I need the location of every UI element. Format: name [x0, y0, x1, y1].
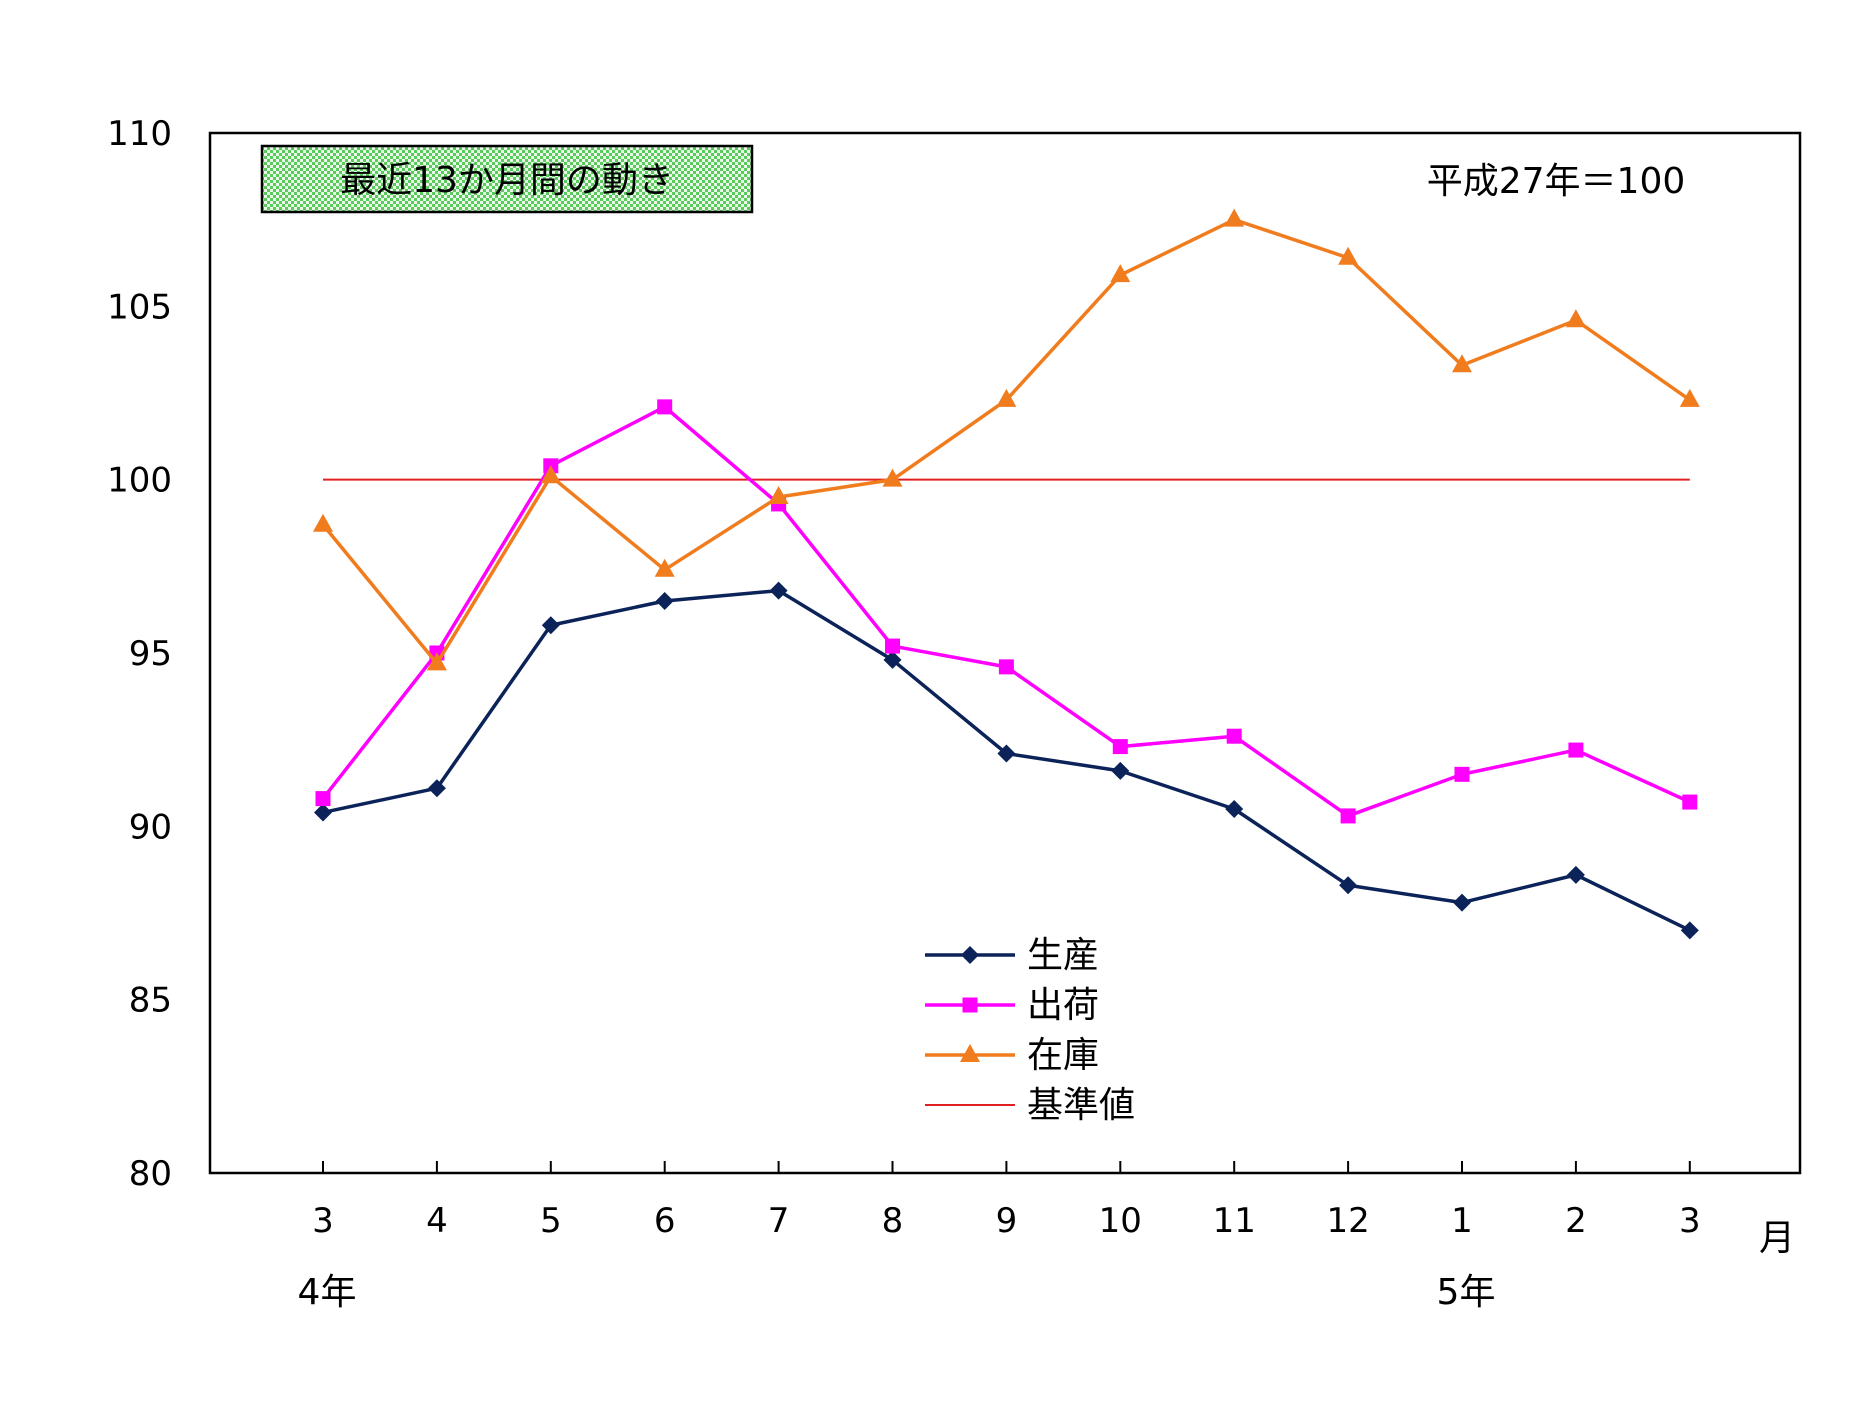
x-tick-label: 11 [1213, 1201, 1256, 1241]
base-note: 平成27年＝100 [1427, 161, 1686, 202]
data-point [768, 486, 789, 504]
y-tick-label: 85 [129, 981, 172, 1021]
x-tick-label: 3 [312, 1201, 334, 1241]
series-在庫 [313, 208, 1700, 671]
y-tick-label: 80 [129, 1154, 172, 1194]
data-point [1682, 794, 1698, 810]
series-生産 [314, 581, 1699, 940]
data-point [654, 558, 675, 577]
data-point [1566, 865, 1585, 884]
data-point [1224, 208, 1245, 227]
data-point [1112, 739, 1128, 755]
series-layer [313, 208, 1700, 940]
data-point [314, 803, 332, 822]
year-label: 4年 [298, 1272, 357, 1313]
data-point [1339, 876, 1358, 895]
data-point [998, 659, 1014, 675]
legend-label: 生産 [1027, 935, 1099, 976]
data-point [1454, 766, 1470, 782]
data-point [1679, 388, 1700, 407]
y-tick-label: 110 [107, 114, 172, 154]
x-tick-label: 1 [1451, 1201, 1473, 1241]
legend-label: 出荷 [1027, 985, 1099, 1026]
legend-item: 基準値 [925, 1085, 1135, 1126]
y-axis: 80 85 90 95 100 105 110 [107, 114, 172, 1194]
y-tick-label: 95 [129, 634, 172, 674]
data-point [540, 465, 561, 484]
x-tick-label: 9 [996, 1201, 1018, 1241]
y-tick-label: 100 [107, 461, 172, 501]
y-tick-label: 90 [129, 807, 172, 847]
legend-label: 在庫 [1027, 1035, 1099, 1076]
legend-item: 在庫 [925, 1035, 1099, 1076]
x-tick-label: 8 [882, 1201, 904, 1241]
title-box: 最近13か月間の動き [260, 144, 754, 214]
data-point [885, 638, 900, 654]
y-tick-label: 105 [107, 287, 172, 327]
data-point [882, 468, 903, 487]
data-point [1568, 742, 1584, 758]
data-point [1338, 246, 1359, 265]
legend-marker [961, 946, 979, 964]
x-tick-label: 3 [1679, 1201, 1701, 1241]
year-label: 5年 [1437, 1272, 1496, 1313]
plot-area [208, 131, 1802, 1175]
x-tick-label: 2 [1565, 1201, 1587, 1241]
data-point [313, 513, 333, 532]
data-point [1565, 309, 1586, 328]
data-point [996, 388, 1017, 407]
data-point [315, 791, 331, 807]
data-point [1453, 893, 1471, 912]
data-point [1680, 921, 1699, 940]
title-box-text: 最近13か月間の動き [340, 160, 674, 201]
data-point [997, 744, 1016, 763]
data-point [1452, 354, 1472, 373]
data-point [1225, 800, 1244, 818]
data-point [657, 399, 673, 415]
legend-marker [960, 1044, 980, 1062]
legend-item: 出荷 [925, 985, 1099, 1026]
legend-label: 基準値 [1027, 1085, 1135, 1126]
data-point [883, 650, 902, 669]
x-unit-label: 月 [1759, 1218, 1795, 1259]
x-tick-label: 7 [768, 1201, 790, 1241]
year-labels: 4年 5年 [298, 1272, 1496, 1313]
data-point [541, 616, 560, 635]
data-point [769, 581, 788, 600]
legend-marker [962, 997, 978, 1013]
data-point [655, 592, 674, 610]
data-point [1110, 264, 1131, 283]
x-tick-label: 10 [1099, 1201, 1142, 1241]
data-point [427, 779, 446, 798]
x-tick-label: 12 [1326, 1201, 1369, 1241]
data-point [1226, 728, 1242, 744]
x-tick-label: 6 [654, 1201, 676, 1241]
data-point [426, 652, 447, 671]
data-point [1111, 761, 1130, 780]
legend-item: 生産 [925, 935, 1099, 976]
data-point [1340, 808, 1356, 824]
x-tick-label: 4 [426, 1201, 448, 1241]
x-tick-label: 5 [540, 1201, 562, 1241]
x-axis: 3 4 5 6 7 8 9 10 11 12 1 2 3 [312, 1161, 1701, 1241]
